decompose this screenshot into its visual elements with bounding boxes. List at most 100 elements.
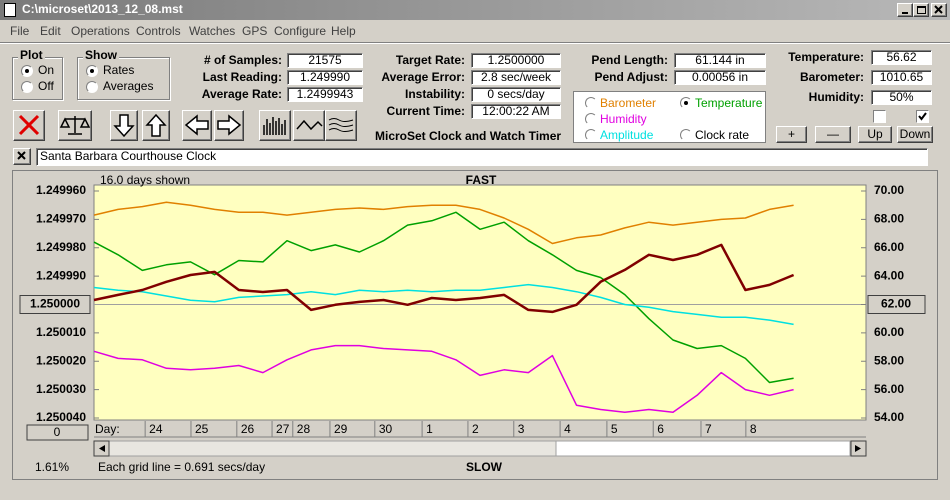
x-tick-label: 5 [611,422,618,436]
menu-item[interactable]: Configure [274,24,327,38]
down-button[interactable] [110,110,138,141]
radio-button[interactable] [680,97,692,109]
menu-item[interactable]: GPS [242,24,268,38]
up-button[interactable] [142,110,170,141]
scrollbar-thumb[interactable] [555,440,851,457]
field-label: Last Reading: [202,70,282,84]
legend-label[interactable]: Humidity [600,112,647,126]
field-value: 2.8 sec/week [471,70,561,85]
x-tick-label: 6 [657,422,664,436]
checkbox[interactable] [916,110,929,123]
field-label: Pend Length: [591,53,668,67]
field-label: Current Time: [386,104,465,118]
x-tick-label: 30 [379,422,393,436]
y-tick-label: 1.250030 [36,382,86,396]
radio-label[interactable]: Rates [103,63,135,77]
series-line [93,344,794,414]
noise-button[interactable] [325,110,357,141]
field-label: Pend Adjust: [594,70,668,84]
legend-label[interactable]: Temperature [695,96,763,110]
balance-button[interactable] [58,110,92,141]
field-label: Target Rate: [395,53,465,67]
legend-label[interactable]: Barometer [600,96,657,110]
radio-button[interactable] [585,113,597,125]
radio-button[interactable] [585,97,597,109]
field-value: 1.2499943 [287,87,363,102]
line-button[interactable] [293,110,325,141]
radio-button[interactable] [86,65,98,77]
y-tick-label[interactable]: 1.250000 [30,297,80,311]
radio-label[interactable]: Off [38,79,54,93]
radio-button[interactable] [21,65,33,77]
field-label: Humidity: [808,90,864,104]
x-tick-label: 4 [564,422,571,436]
y2-tick-label: 56.00 [874,382,904,396]
clock-name-field[interactable]: Santa Barbara Courthouse Clock [36,148,928,166]
rate-button[interactable] [19,295,91,314]
y2-tick-label: 54.00 [874,410,904,424]
radio-button[interactable] [585,129,597,141]
fast-label: FAST [466,173,497,187]
close-button[interactable] [931,3,947,17]
group-box [77,57,170,100]
field-value: 12:00:22 AM [471,104,561,119]
temp-button[interactable] [867,295,926,314]
radio-label[interactable]: Averages [103,79,154,93]
radio-dot [684,101,688,105]
y2-tick-label: 60.00 [874,325,904,339]
histogram-button[interactable] [259,110,291,141]
field-value: 0.00056 in [674,70,766,85]
x-tick-label: 27 [276,422,290,436]
zoom-label[interactable]: 0 [54,425,61,439]
percent: 1.61% [35,460,69,474]
field-value: 1010.65 [871,70,932,85]
radio-label[interactable]: On [38,63,55,77]
radio-button[interactable] [86,81,98,93]
plot-area [93,184,867,421]
checkbox[interactable] [873,110,886,123]
field-value: 1.2500000 [471,53,561,68]
field-label: Average Rate: [201,87,282,101]
maximize-button[interactable] [913,3,929,17]
adjust-button[interactable]: Down [897,126,933,143]
window-title: C:\microset\2013_12_08.mst [22,2,183,16]
legend-label[interactable]: Clock rate [695,128,750,142]
menu-item[interactable]: Help [331,24,356,38]
field-value: 21575 [287,53,363,68]
minimize-button[interactable] [897,3,913,17]
adjust-button[interactable]: — [815,126,851,143]
field-label: Temperature: [788,50,864,64]
grid-note: Each grid line = 0.691 secs/day [98,460,265,474]
series-line [93,243,795,314]
caption: MicroSet Clock and Watch Timer [375,129,562,143]
field-label: Instability: [404,87,465,101]
clear-name-button[interactable] [13,148,31,165]
menu-item[interactable]: Operations [71,24,130,38]
adjust-button[interactable]: + [776,126,807,143]
menu-item[interactable]: Edit [40,24,61,38]
radio-button[interactable] [680,129,692,141]
adjust-button[interactable]: Up [858,126,892,143]
title-bar [0,0,950,20]
right-button[interactable] [214,110,244,141]
y2-tick-label[interactable]: 62.00 [881,297,911,311]
field-value: 50% [871,90,932,105]
menu-item[interactable]: Watches [189,24,236,38]
radio-button[interactable] [21,81,33,93]
left-button[interactable] [182,110,212,141]
y2-tick-label: 66.00 [874,240,904,254]
menu-item[interactable]: Controls [136,24,181,38]
field-label: Barometer: [799,70,864,84]
stop-button[interactable] [13,110,45,141]
x-tick-label: 2 [472,422,479,436]
legend-label[interactable]: Amplitude [600,128,654,142]
zoom-button[interactable] [26,424,89,441]
y-tick-label: 1.249990 [36,268,86,282]
scroll-right-arrow [855,445,861,452]
scroll-left-arrow [99,445,105,452]
menu-item[interactable]: File [10,24,30,38]
field-value: 61.144 in [674,53,766,68]
x-tick-label: 8 [750,422,757,436]
